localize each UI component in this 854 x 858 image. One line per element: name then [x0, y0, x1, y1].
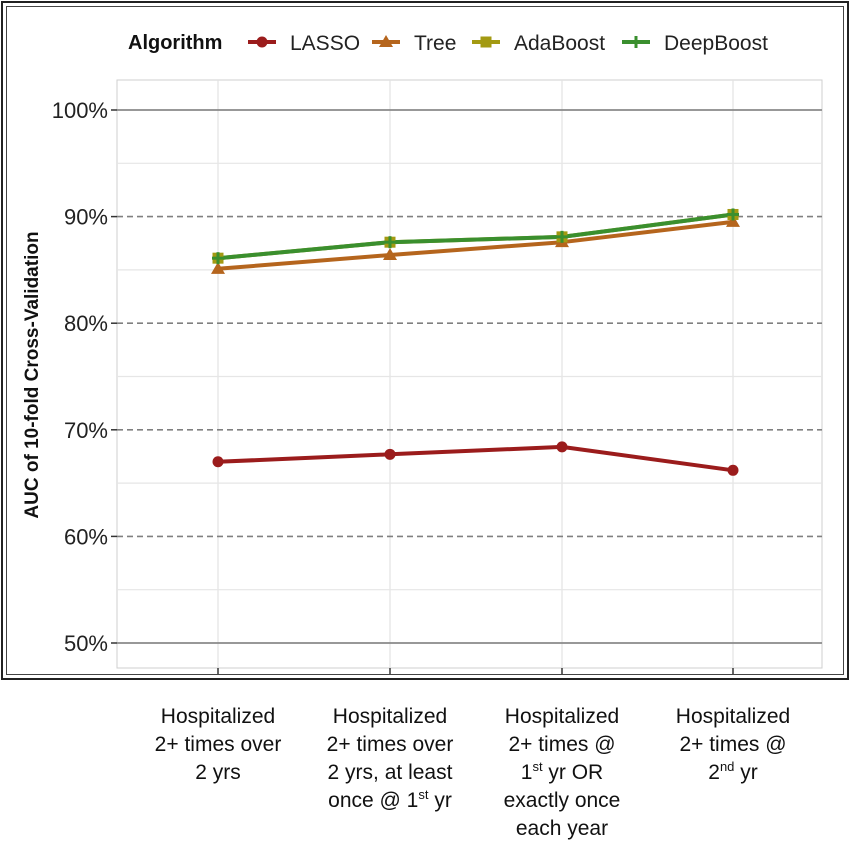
lasso-point-2: [384, 448, 396, 460]
chart-inner-frame: [6, 6, 844, 675]
label-text: exactly once: [503, 789, 621, 812]
label-text: yr: [428, 789, 452, 812]
category-label-line: 2+ times @: [467, 731, 657, 759]
series-lines: [216, 212, 735, 473]
lasso-line: [216, 444, 735, 473]
label-text: 2+ times over: [154, 733, 282, 756]
category-label-line: 2+ times over: [123, 731, 313, 759]
legend-label-lasso: LASSO: [290, 32, 360, 55]
y-axis-label: AUC of 10-fold Cross-Validation: [22, 231, 43, 518]
legend-key-adaboost: [472, 36, 500, 48]
label-text: 2+ times over: [326, 733, 454, 756]
legend-label-tree: Tree: [414, 32, 456, 55]
y-tick-label: 50%: [64, 631, 108, 656]
label-text: Hospitalized: [332, 705, 448, 728]
category-label-line: 2 yrs: [123, 759, 313, 787]
y-tick-label: 60%: [64, 524, 108, 549]
x-category-label-2: Hospitalized 2+ times over 2 yrs, at least…: [295, 703, 485, 815]
lasso-point-3: [556, 441, 568, 453]
category-label-line: 2 yrs, at least: [295, 759, 485, 787]
plot-panel: [116, 79, 823, 669]
tree-point-4: [726, 214, 740, 227]
label-text: Hospitalized: [504, 705, 620, 728]
lasso-point-1: [212, 456, 224, 468]
label-text: Hospitalized: [160, 705, 276, 728]
deepboost-point-4: [727, 208, 739, 221]
y-tick-label: 70%: [64, 418, 108, 443]
category-label-line: Hospitalized: [123, 703, 313, 731]
label-text: 2 yrs: [195, 761, 241, 784]
x-category-label-1: Hospitalized 2+ times over 2 yrs: [123, 703, 313, 787]
deepboost-point-2: [384, 236, 396, 249]
category-label-line: each year: [467, 815, 657, 843]
label-text: yr: [734, 761, 758, 784]
category-label-line: Hospitalized: [467, 703, 657, 731]
category-label-line: 2+ times @: [638, 731, 828, 759]
tree-line: [216, 219, 735, 271]
legend-label-adaboost: AdaBoost: [514, 32, 605, 55]
legend-label-deepboost: DeepBoost: [664, 32, 768, 55]
category-label-line: 2+ times over: [295, 731, 485, 759]
chart-frame: [1, 1, 849, 680]
legend-key-tree: [372, 35, 400, 47]
y-tick-label: 80%: [64, 311, 108, 336]
y-tick-label: 100%: [52, 98, 108, 123]
lasso-point-4: [727, 464, 739, 476]
category-label-line: once @ 1st yr: [295, 787, 485, 815]
category-label-line: 1st yr OR: [467, 759, 657, 787]
label-text: Hospitalized: [675, 705, 791, 728]
y-tick-label: 90%: [64, 205, 108, 230]
label-text: 2 yrs, at least: [327, 761, 453, 784]
superscript: nd: [719, 759, 735, 774]
legend: Algorithm LASSO Tree AdaBoost DeepBoost: [128, 32, 768, 55]
category-label-line: Hospitalized: [638, 703, 828, 731]
category-label-line: 2nd yr: [638, 759, 828, 787]
legend-title: Algorithm: [128, 32, 222, 54]
tree-point-2: [383, 247, 397, 260]
gridlines: [116, 79, 823, 669]
deepboost-point-3: [556, 230, 568, 243]
tree-point-1: [211, 261, 225, 274]
deepboost-point-1: [212, 252, 224, 265]
label-text: yr OR: [542, 761, 604, 784]
label-text: each year: [515, 817, 609, 840]
markers: [211, 208, 740, 476]
x-category-label-4: Hospitalized 2+ times @ 2nd yr: [638, 703, 828, 787]
category-label-line: exactly once: [467, 787, 657, 815]
label-text: 2+ times @: [508, 733, 616, 756]
label-text: once @ 1: [328, 789, 419, 812]
axis: 50% 60% 70% 80% 90% 100%: [52, 98, 734, 674]
category-label-line: Hospitalized: [295, 703, 485, 731]
deepboost-line: [216, 212, 735, 261]
label-text: 2+ times @: [679, 733, 787, 756]
label-text: 1: [520, 761, 533, 784]
legend-key-lasso: [248, 36, 276, 48]
legend-key-deepboost: [622, 36, 650, 48]
x-category-label-3: Hospitalized 2+ times @1st yr OR exactly o…: [467, 703, 657, 843]
superscript: st: [532, 759, 543, 774]
superscript: st: [418, 787, 429, 802]
label-text: 2: [708, 761, 720, 784]
